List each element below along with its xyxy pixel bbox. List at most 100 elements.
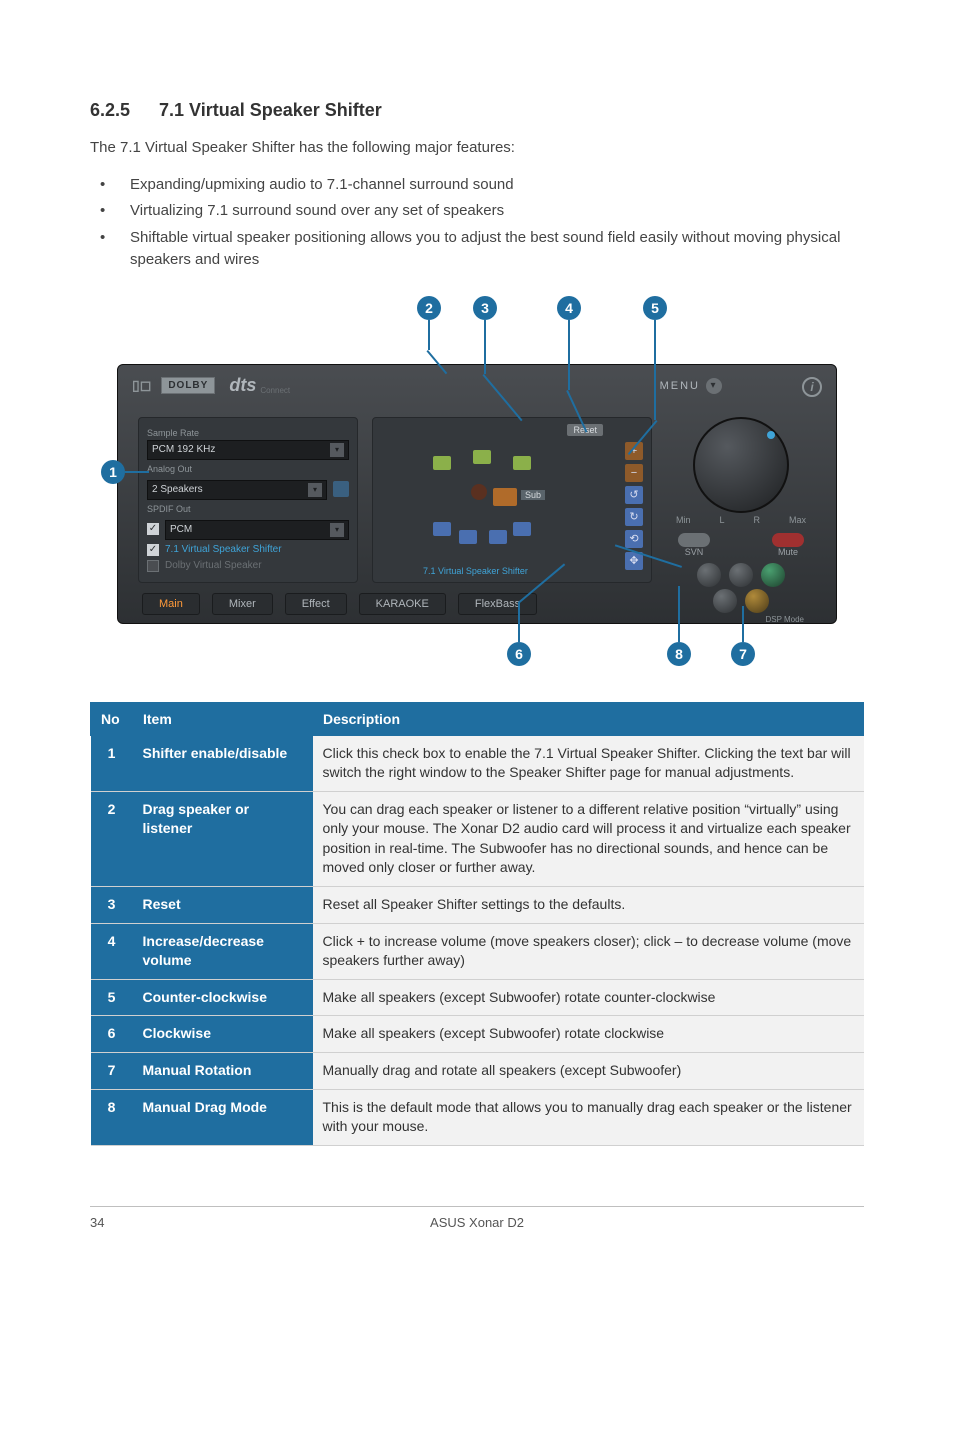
page-number: 34	[90, 1215, 150, 1230]
manual-rotation-button[interactable]: ⟲	[625, 530, 643, 548]
dsp-mode-label: DSP Mode	[666, 615, 816, 624]
speaker-rear-left[interactable]	[433, 522, 451, 536]
analog-out-value: 2 Speakers	[152, 484, 203, 495]
cell-desc: Make all speakers (except Subwoofer) rot…	[313, 1016, 864, 1053]
callout-line	[568, 320, 570, 390]
callout-5: 5	[643, 296, 667, 320]
callout-line	[678, 586, 680, 642]
knob-range-labels: Min L R Max	[666, 515, 816, 525]
menu-arrow-icon: ▾	[706, 378, 722, 394]
spdif-select[interactable]: PCM ▾	[165, 520, 349, 540]
tab-effect[interactable]: Effect	[285, 593, 347, 615]
tab-karaoke[interactable]: KARAOKE	[359, 593, 446, 615]
table-row: 8 Manual Drag Mode This is the default m…	[91, 1089, 864, 1145]
table-row: 7 Manual Rotation Manually drag and rota…	[91, 1053, 864, 1090]
mute-toggle[interactable]	[772, 533, 804, 547]
feature-list: Expanding/upmixing audio to 7.1-channel …	[90, 174, 864, 272]
connect-label: Connect	[260, 386, 290, 395]
sample-rate-value: PCM 192 KHz	[152, 444, 215, 455]
cell-item: Manual Rotation	[133, 1053, 313, 1090]
callout-line	[742, 606, 744, 642]
speaker-icon[interactable]	[333, 481, 349, 497]
info-icon[interactable]: i	[802, 377, 822, 397]
sample-rate-label: Sample Rate	[147, 428, 349, 438]
intro-text: The 7.1 Virtual Speaker Shifter has the …	[90, 137, 864, 160]
table-row: 1 Shifter enable/disable Click this chec…	[91, 735, 864, 791]
app-window: ▯◻ DOLBY dts Connect MENU ▾ i Sample Rat…	[117, 364, 837, 624]
svm-mute-row: SVN Mute	[666, 533, 816, 557]
decrease-volume-button[interactable]: −	[625, 464, 643, 482]
page-footer: 34 ASUS Xonar D2	[90, 1206, 864, 1230]
dolby-logo: DOLBY	[161, 377, 215, 394]
tab-mixer[interactable]: Mixer	[212, 593, 273, 615]
cell-no: 5	[91, 979, 133, 1016]
menu-button[interactable]: MENU ▾	[660, 378, 722, 394]
speaker-center[interactable]	[473, 450, 491, 464]
cell-item: Reset	[133, 887, 313, 924]
analog-out-select[interactable]: 2 Speakers ▾	[147, 480, 327, 500]
speaker-side-left[interactable]	[459, 530, 477, 544]
min-label: Min	[676, 515, 691, 525]
cell-no: 3	[91, 887, 133, 924]
section-number: 6.2.5	[90, 100, 154, 121]
callout-6: 6	[507, 642, 531, 666]
cell-desc: Click + to increase volume (move speaker…	[313, 923, 864, 979]
dsp-mode-icon[interactable]	[745, 589, 769, 613]
screenshot-region: 2 3 4 5 1 6 8 7 ▯◻ DOLBY dts Connec	[117, 296, 837, 672]
col-item: Item	[133, 702, 313, 735]
feature-item: Expanding/upmixing audio to 7.1-channel …	[90, 174, 864, 197]
chevron-down-icon: ▾	[330, 523, 344, 537]
cell-item: Counter-clockwise	[133, 979, 313, 1016]
svm-toggle[interactable]	[678, 533, 710, 547]
speaker-rear-right[interactable]	[513, 522, 531, 536]
cell-desc: Manually drag and rotate all speakers (e…	[313, 1053, 864, 1090]
speaker-front-left[interactable]	[433, 456, 451, 470]
chevron-down-icon: ▾	[308, 483, 322, 497]
cell-item: Drag speaker or listener	[133, 791, 313, 886]
listener-icon[interactable]	[471, 484, 487, 500]
max-label: Max	[789, 515, 806, 525]
dvs-checkbox[interactable]	[147, 560, 159, 572]
cell-item: Clockwise	[133, 1016, 313, 1053]
vss-checkbox[interactable]: ✓	[147, 544, 159, 556]
cw-button[interactable]: ↻	[625, 508, 643, 526]
callout-line	[125, 471, 149, 473]
cell-desc: You can drag each speaker or listener to…	[313, 791, 864, 886]
speaker-front-right[interactable]	[513, 456, 531, 470]
footer-spacer	[804, 1215, 864, 1230]
dsp-icon-2[interactable]	[729, 563, 753, 587]
callout-line	[428, 320, 430, 350]
speaker-side-right[interactable]	[489, 530, 507, 544]
cell-desc: Click this check box to enable the 7.1 V…	[313, 735, 864, 791]
speaker-shifter-panel: Reset Sub 7.1 Virtual Speaker Shifter + …	[372, 417, 652, 583]
tab-main[interactable]: Main	[142, 593, 200, 615]
callout-1: 1	[101, 460, 125, 484]
cell-desc: Make all speakers (except Subwoofer) rot…	[313, 979, 864, 1016]
tabs-row: Main Mixer Effect KARAOKE FlexBass	[142, 593, 537, 615]
spdif-out-label: SPDIF Out	[147, 504, 349, 514]
dsp-icon-1[interactable]	[697, 563, 721, 587]
menu-label: MENU	[660, 380, 700, 392]
hf-icon[interactable]	[761, 563, 785, 587]
mute-label: Mute	[772, 547, 804, 557]
analog-out-label: Analog Out	[147, 464, 349, 474]
dvs-label: Dolby Virtual Speaker	[165, 560, 262, 571]
table-row: 3 Reset Reset all Speaker Shifter settin…	[91, 887, 864, 924]
callout-3: 3	[473, 296, 497, 320]
spdif-checkbox[interactable]: ✓	[147, 523, 159, 535]
r-label: R	[754, 515, 761, 525]
volume-knob[interactable]	[693, 417, 789, 513]
vss-label[interactable]: 7.1 Virtual Speaker Shifter	[165, 544, 282, 555]
table-row: 5 Counter-clockwise Make all speakers (e…	[91, 979, 864, 1016]
feature-item: Virtualizing 7.1 surround sound over any…	[90, 200, 864, 223]
dsp-icon-3[interactable]	[713, 589, 737, 613]
speaker-subwoofer[interactable]	[493, 488, 517, 506]
sample-rate-select[interactable]: PCM 192 KHz ▾	[147, 440, 349, 460]
ccw-button[interactable]: ↺	[625, 486, 643, 504]
cell-no: 2	[91, 791, 133, 886]
callout-line	[484, 320, 486, 374]
col-no: No	[91, 702, 133, 735]
left-panel: Sample Rate PCM 192 KHz ▾ Analog Out 2 S…	[138, 417, 358, 583]
col-desc: Description	[313, 702, 864, 735]
cell-item: Increase/decrease volume	[133, 923, 313, 979]
